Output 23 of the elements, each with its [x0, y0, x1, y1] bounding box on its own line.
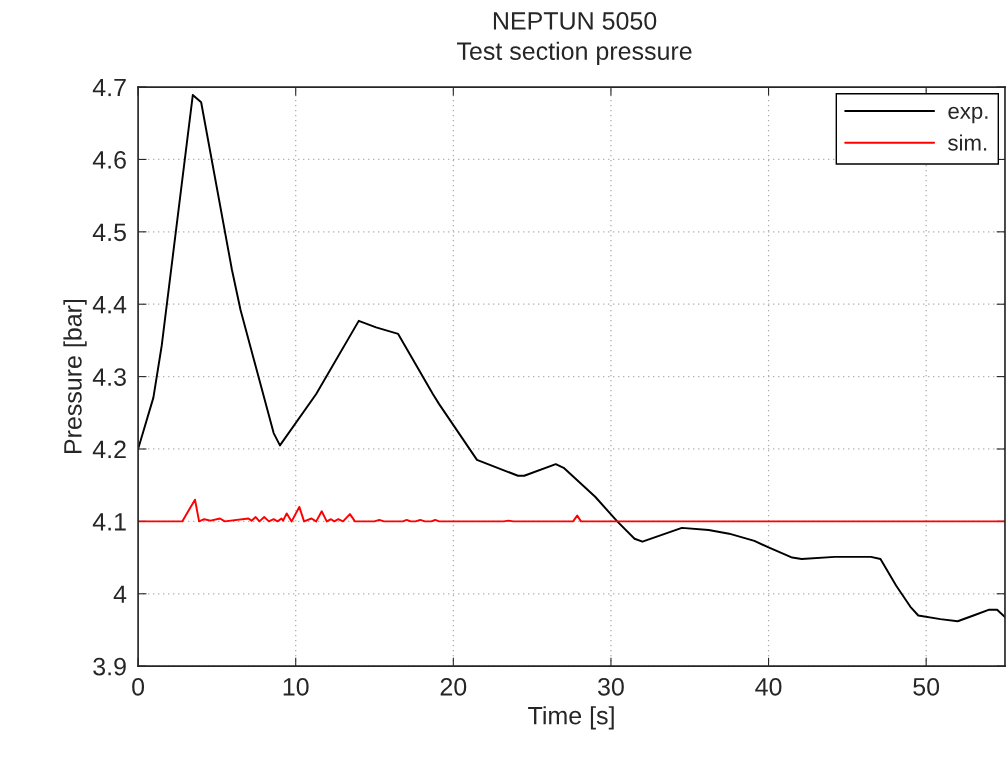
y-tick-label: 4.6: [92, 151, 126, 169]
legend-label: exp.: [948, 106, 988, 124]
x-tick-label: 10: [283, 677, 309, 696]
y-tick-label: 4.2: [92, 440, 126, 459]
y-tick-label: 4.5: [92, 223, 126, 242]
x-tick-label: 30: [597, 677, 624, 696]
y-tick-label: 4: [113, 585, 127, 603]
y-tick-label: 4.3: [92, 368, 126, 386]
x-tick-label: 40: [755, 677, 782, 696]
y-axis-title: Pressure [bar]: [63, 299, 87, 454]
y-tick-label: 4.1: [92, 513, 126, 531]
chart-title: NEPTUN 5050: [493, 12, 657, 30]
line-series: [138, 498, 1005, 523]
chart-subtitle: Test section pressure: [457, 41, 692, 65]
y-tick-label: 4.4: [92, 296, 127, 314]
y-tick-label: 4.7: [92, 78, 126, 97]
x-axis-title: Time [s]: [528, 706, 614, 730]
y-tick-label: 3.9: [93, 657, 126, 676]
x-tick-label: 20: [440, 677, 467, 696]
line-series: [138, 94, 1005, 623]
legend-label: sim.: [948, 134, 987, 151]
x-tick-label: 0: [132, 677, 145, 696]
x-tick-label: 50: [913, 677, 940, 696]
